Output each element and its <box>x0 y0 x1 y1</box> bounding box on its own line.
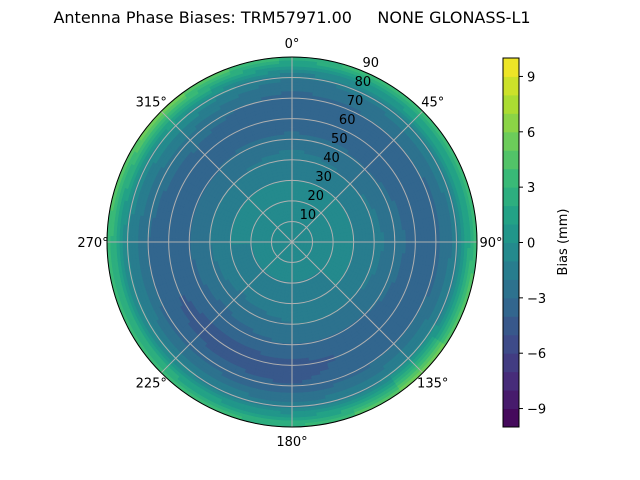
contour-cell <box>291 143 300 147</box>
contour-cell <box>291 192 296 197</box>
contour-cell <box>291 330 299 335</box>
contour-cell <box>245 243 250 248</box>
contour-cell <box>254 242 259 247</box>
contour-cell <box>291 149 299 154</box>
contour-cell <box>285 324 293 329</box>
contour-cell <box>291 167 298 172</box>
contour-cell <box>286 312 293 317</box>
contour-cell <box>242 243 247 248</box>
contour-cell <box>286 318 293 323</box>
contour-cell <box>286 306 293 311</box>
contour-cell <box>291 290 296 295</box>
contour-cell <box>291 287 296 292</box>
contour-cell <box>291 146 299 151</box>
contour-cell <box>285 333 293 338</box>
contour-cell <box>291 349 301 354</box>
contour-cell <box>288 287 293 292</box>
contour-cell <box>291 161 298 166</box>
contour-cell <box>291 189 296 194</box>
contour-cell <box>291 133 300 138</box>
contour-cell <box>291 340 300 345</box>
contour-cell <box>291 306 298 311</box>
contour-cell <box>251 242 256 247</box>
contour-cell <box>291 139 300 144</box>
contour-cell <box>291 164 298 169</box>
contour-cell <box>286 309 293 314</box>
contour-cell <box>288 290 293 295</box>
contour-cell <box>291 297 297 301</box>
contour-cell <box>291 318 298 323</box>
contour-cell <box>291 170 298 175</box>
contour-cell <box>334 236 339 241</box>
contour-cell <box>287 293 293 298</box>
contour-cell <box>291 337 300 341</box>
contour-cell <box>284 340 293 345</box>
contour-cell <box>291 309 298 314</box>
contour-cell <box>284 346 293 351</box>
contour-cell <box>291 346 300 351</box>
contour-cell <box>291 152 299 157</box>
contour-cell <box>287 297 293 301</box>
contour-cell <box>291 183 297 187</box>
contour-cell <box>291 315 298 320</box>
contour-cell <box>337 236 342 241</box>
contour-cell <box>291 352 301 357</box>
contour-cell <box>291 186 297 191</box>
contour-cell <box>291 130 301 135</box>
contour-cell <box>291 293 297 298</box>
chart-title: Antenna Phase Biases: TRM57971.00 NONE G… <box>53 8 530 27</box>
contour-cell <box>291 155 299 160</box>
contour-cell <box>286 315 293 320</box>
contour-cell <box>291 173 298 178</box>
contour-cell <box>284 337 293 341</box>
contour-cell <box>291 327 299 332</box>
contour-cell <box>283 352 293 357</box>
contour-cell <box>325 237 330 242</box>
contour-cell <box>328 237 333 242</box>
contour-cell <box>285 327 293 332</box>
contour-cell <box>291 127 301 132</box>
contour-cell <box>291 333 299 338</box>
contour-cell <box>283 349 293 354</box>
contour-cell <box>285 330 293 335</box>
contour-cell <box>291 324 299 329</box>
contour-cell <box>291 312 298 317</box>
